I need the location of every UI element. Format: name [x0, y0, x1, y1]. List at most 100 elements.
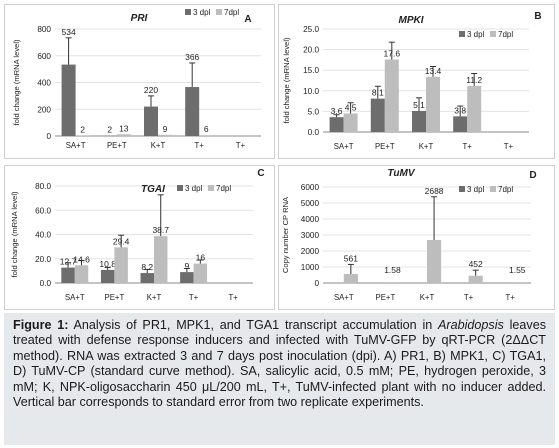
data-label: 38.7: [152, 225, 169, 235]
x-category-label: PE+T: [376, 293, 396, 302]
bar: [154, 236, 168, 283]
x-category-label: SA+T: [66, 141, 86, 150]
legend-swatch: [459, 31, 465, 37]
bar: [370, 98, 385, 132]
y-tick-label: 4000: [301, 215, 320, 224]
chart-title: MPKI: [399, 15, 424, 26]
chart-panel-b: 0.0 5.0 10.0 15.0 20.0 25.0 fold change (mRNA …: [278, 4, 555, 159]
data-label: 14.6: [73, 254, 90, 264]
legend-label: 7dpl: [224, 8, 239, 17]
y-tick-label: 0: [46, 132, 51, 141]
caption-italic: Arabidopsis: [438, 318, 504, 332]
x-category-label: T+: [236, 141, 246, 150]
y-axis-label: fold change (mRNA level): [10, 191, 19, 278]
data-label: 5.1: [413, 100, 425, 110]
panel-letter: B: [534, 11, 541, 22]
chart-title: TGAI: [141, 184, 165, 195]
data-label: 3.8: [454, 105, 466, 115]
legend-label: 3 dpl: [193, 8, 211, 17]
legend-swatch: [208, 185, 214, 191]
data-label: 4.5: [345, 102, 357, 112]
legend-label: 3 dpl: [467, 30, 485, 39]
chart-panel-c: 0.0 20.0 40.0 60.0 80.0 fold change (mRNA lev…: [4, 165, 275, 310]
chart-panel-a: 0 200 400 600 800 fold change (mRNA level) PRI…: [4, 4, 275, 159]
chart-title: TuMV: [387, 168, 415, 179]
data-label: 3.6: [331, 106, 343, 116]
y-tick-label: 600: [37, 52, 51, 61]
x-category-label: SA+T: [334, 293, 354, 302]
x-category-label: T+: [463, 142, 473, 151]
y-tick-label: 6000: [301, 183, 320, 192]
bar: [199, 135, 214, 136]
x-category-label: T+: [189, 293, 199, 302]
y-tick-label: 1000: [301, 263, 320, 272]
y-axis-label: fold change (mRNA level): [12, 39, 21, 126]
data-label: 16: [196, 253, 206, 263]
x-category-label: PE+T: [375, 142, 395, 151]
data-label: 561: [344, 253, 358, 263]
data-label: 452: [469, 259, 483, 269]
bar: [329, 117, 344, 132]
bar: [427, 239, 442, 283]
y-tick-label: 0: [314, 279, 319, 288]
bar: [116, 134, 131, 136]
bar: [158, 134, 173, 136]
data-label: 13: [119, 123, 129, 133]
figure-caption: Figure 1: Analysis of PR1, MPK1, and TGA…: [4, 313, 555, 445]
caption-text-1: Analysis of PR1, MPK1, and TGA1 transcri…: [68, 318, 439, 332]
y-tick-label: 60.0: [35, 206, 51, 215]
legend-swatch: [459, 186, 465, 192]
data-label: 534: [62, 27, 76, 37]
chart-title: PRI: [131, 13, 148, 24]
y-tick-label: 3000: [301, 231, 320, 240]
panel-letter: A: [244, 14, 251, 25]
x-category-label: K+T: [419, 142, 434, 151]
legend-label: 7dpl: [498, 30, 513, 39]
data-label: 8.2: [141, 262, 153, 272]
x-category-label: T+: [504, 142, 514, 151]
bar: [453, 116, 468, 132]
data-label: 1.58: [384, 265, 401, 275]
bar: [411, 110, 426, 132]
bar: [61, 267, 75, 283]
bar: [343, 274, 358, 283]
bar: [140, 273, 154, 283]
caption-text-2: leaves treated with defense response ind…: [13, 318, 546, 410]
x-category-label: T+: [506, 293, 516, 302]
bar: [143, 106, 158, 136]
y-tick-label: 5000: [301, 199, 320, 208]
data-label: 6: [204, 124, 209, 134]
x-category-label: K+T: [420, 293, 435, 302]
x-category-label: T+: [195, 141, 205, 150]
bar: [74, 265, 89, 283]
data-label: 1.55: [509, 265, 526, 275]
x-category-label: PE+T: [107, 141, 127, 150]
data-label: 10.8: [99, 259, 116, 269]
y-tick-label: 5.0: [308, 107, 320, 116]
x-category-label: T+: [464, 293, 474, 302]
data-label: 366: [185, 52, 199, 62]
data-label: 29.4: [113, 236, 130, 246]
panel-letter: C: [257, 168, 264, 179]
legend-swatch: [216, 9, 222, 15]
bar: [467, 85, 482, 132]
x-category-label: K+T: [147, 293, 162, 302]
y-axis-label: Copy number CP RNA: [281, 196, 290, 273]
data-label: 9: [163, 124, 168, 134]
panel-letter: D: [529, 170, 536, 181]
y-tick-label: 20.0: [35, 255, 51, 264]
bar: [61, 64, 76, 136]
y-tick-label: 0.0: [40, 279, 52, 288]
chart-b-svg: 0.0 5.0 10.0 15.0 20.0 25.0 fold change (mRNA …: [282, 11, 542, 151]
y-tick-label: 25.0: [303, 25, 319, 34]
legend-label: 3 dpl: [185, 184, 203, 193]
data-label: 13.4: [425, 66, 442, 76]
x-category-label: SA+T: [65, 293, 85, 302]
y-tick-label: 40.0: [35, 231, 51, 240]
data-label: 2: [107, 125, 112, 135]
y-tick-label: 80.0: [35, 182, 51, 191]
y-axis-label: fold change (mRNA level): [282, 37, 291, 124]
legend-label: 7dpl: [216, 184, 231, 193]
bar: [185, 87, 200, 136]
data-label: 2: [80, 125, 85, 135]
